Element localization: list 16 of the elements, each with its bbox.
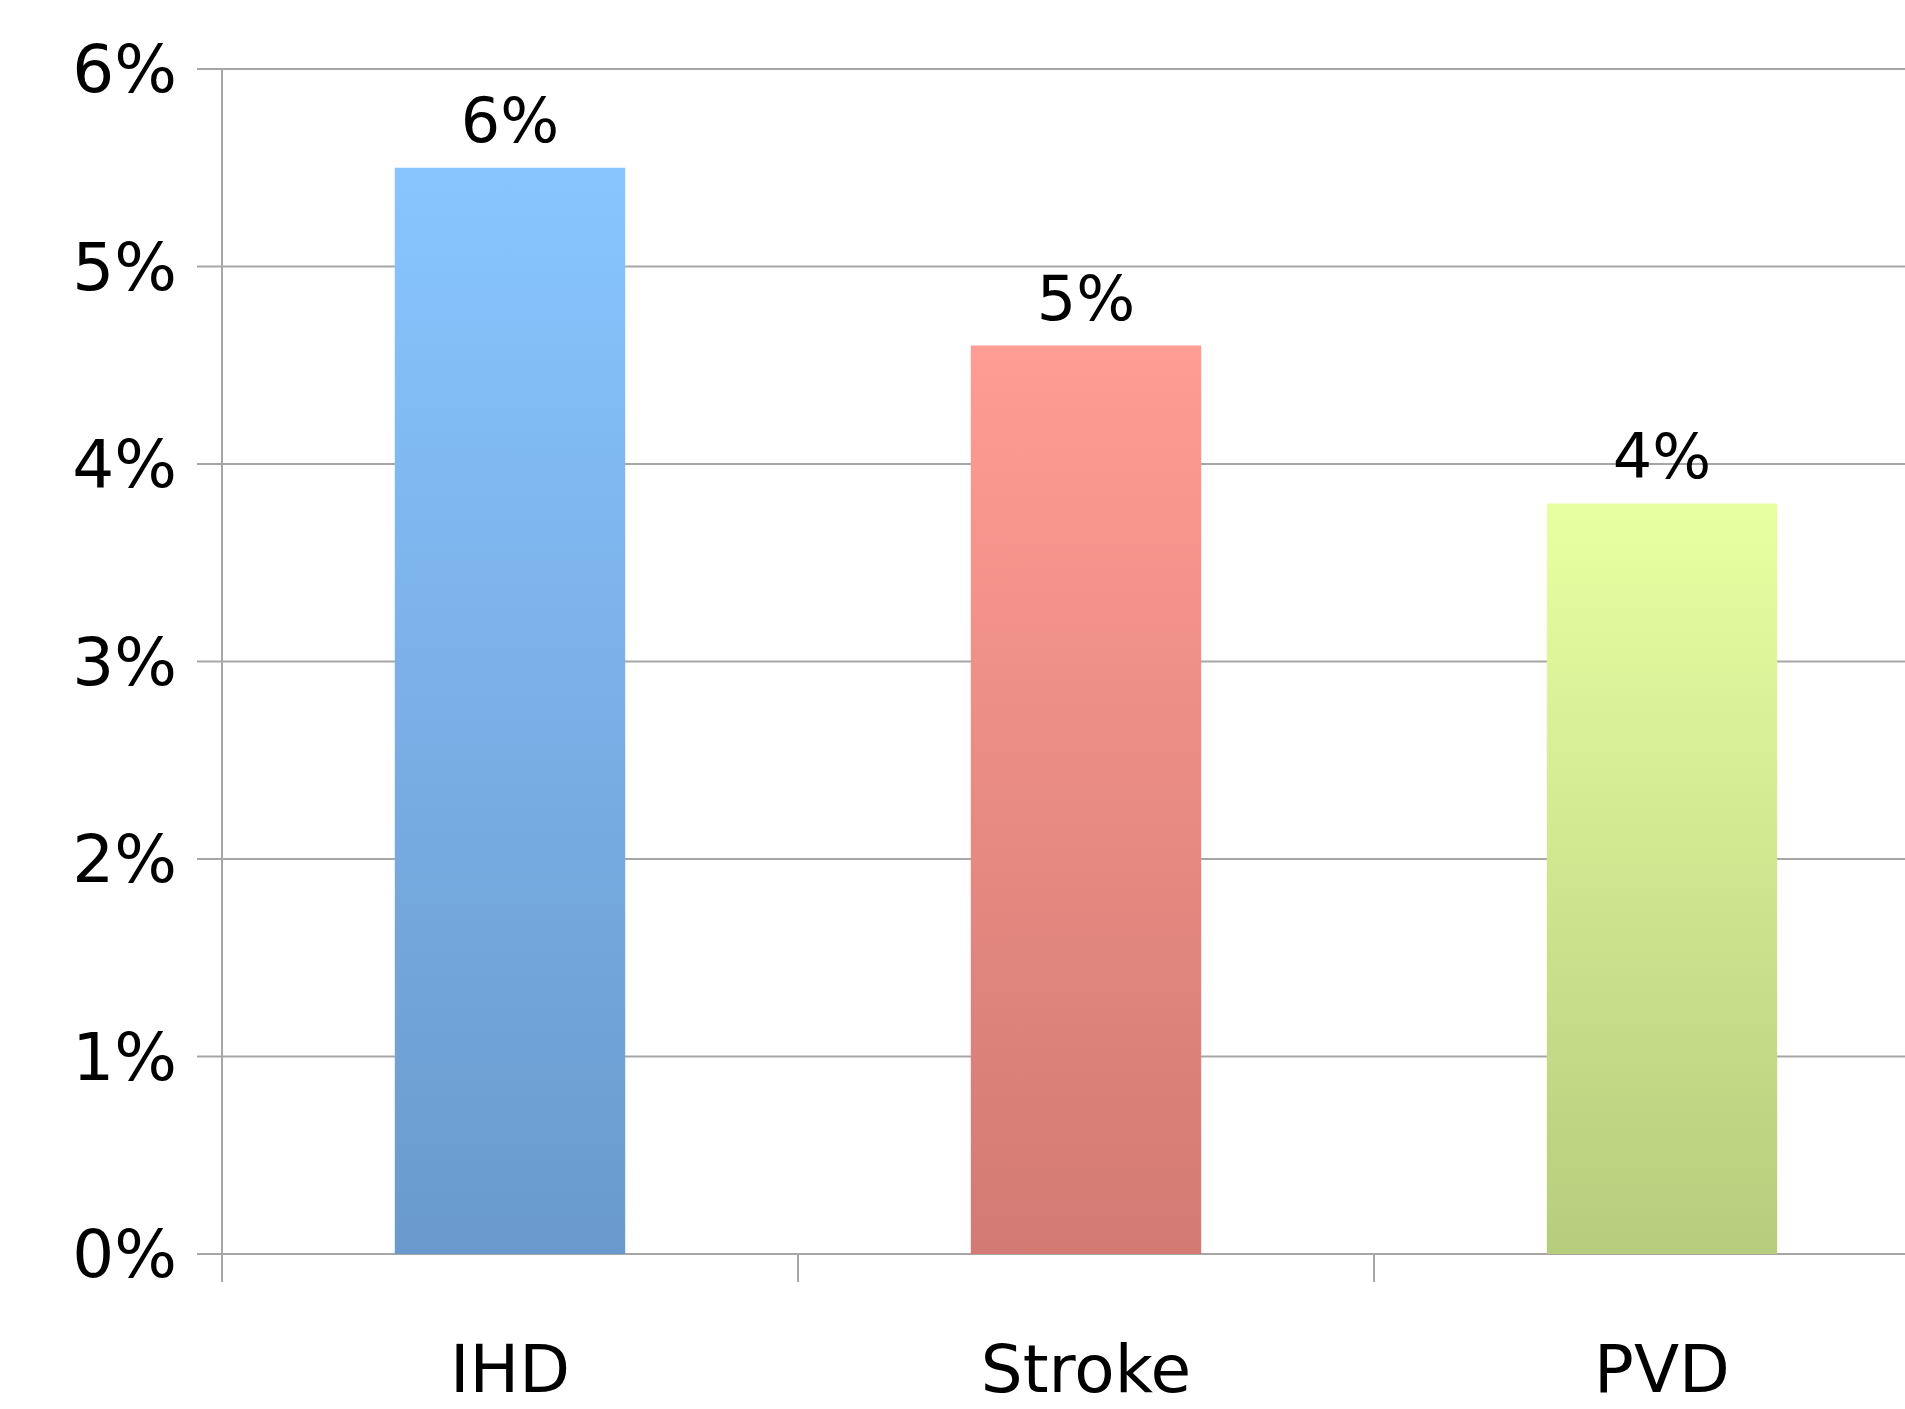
y-tick-label: 1% bbox=[72, 1018, 177, 1096]
y-tick-label: 3% bbox=[72, 623, 177, 701]
data-label: 6% bbox=[460, 83, 560, 157]
y-tick-label: 0% bbox=[72, 1216, 177, 1294]
bar bbox=[970, 345, 1202, 1254]
x-tick-label: PVD bbox=[1594, 1331, 1730, 1408]
bar bbox=[1546, 503, 1778, 1254]
data-label: 5% bbox=[1036, 261, 1136, 335]
y-tick-label: 6% bbox=[72, 31, 177, 109]
bar bbox=[394, 167, 626, 1254]
y-tick-label: 5% bbox=[72, 228, 177, 306]
data-label: 4% bbox=[1612, 419, 1712, 493]
y-tick-label: 4% bbox=[72, 426, 177, 504]
x-tick-label: IHD bbox=[450, 1331, 570, 1408]
x-tick-label: Stroke bbox=[980, 1331, 1192, 1408]
y-tick-label: 2% bbox=[72, 821, 177, 899]
